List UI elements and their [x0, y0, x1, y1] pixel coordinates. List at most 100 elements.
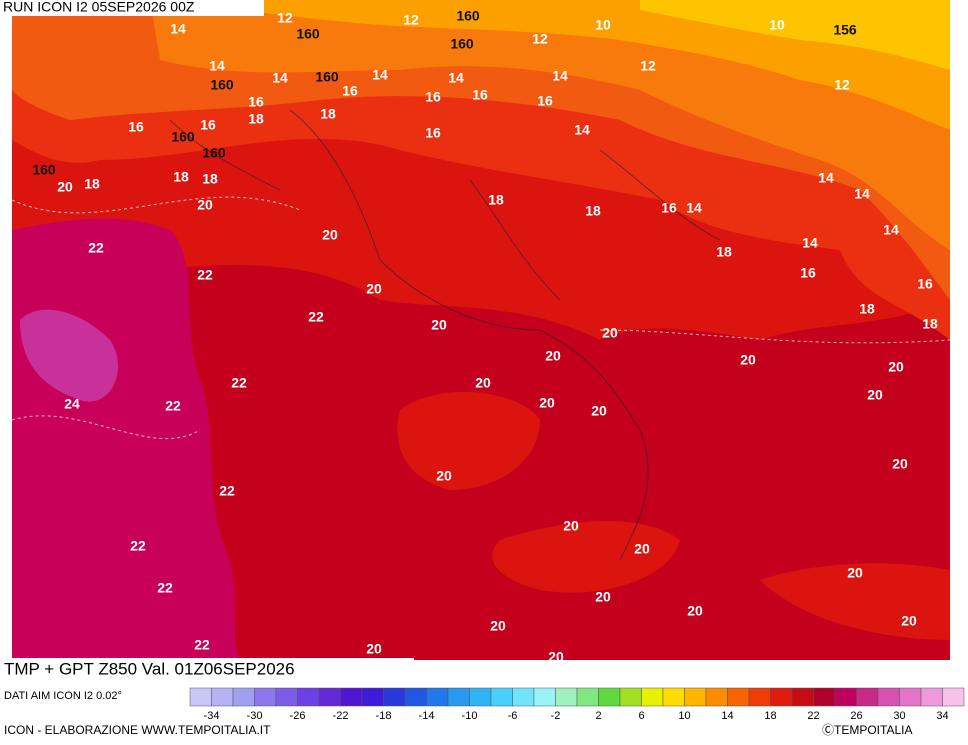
map-label: 16 [661, 200, 677, 216]
map-label: 22 [194, 637, 210, 653]
colorbar-tick-label: 6 [638, 710, 644, 722]
colorbar-tick-label: -26 [290, 710, 306, 722]
map-label: 160 [450, 36, 474, 52]
colorbar-swatch [619, 687, 642, 707]
map-label: 20 [687, 603, 703, 619]
map-label: 22 [88, 240, 104, 256]
colorbar-swatch [275, 687, 298, 707]
colorbar-swatch [533, 687, 556, 707]
colorbar-swatch [404, 687, 427, 707]
copyright: ⒸTEMPOITALIA [822, 723, 912, 737]
colorbar-swatch [684, 687, 707, 707]
colorbar: -34 -30 -26 -22 -18 -14 -10 -6 -2 2 6 10 14 18 22 26 30 3… [189, 687, 965, 722]
zone [397, 391, 950, 640]
colorbar-swatch [254, 687, 277, 707]
map-label: 22 [219, 483, 235, 499]
map-label: 20 [602, 325, 618, 341]
colorbar-swatch [361, 687, 384, 707]
map-label: 160 [315, 69, 339, 85]
map-label: 160 [171, 129, 195, 145]
colorbar-tick-label: 34 [936, 710, 948, 722]
map-label: 20 [892, 456, 908, 472]
colorbar-swatch [383, 687, 406, 707]
colorbar-swatch [727, 687, 750, 707]
colorbar-swatch [211, 687, 234, 707]
map-label: 20 [366, 641, 382, 657]
map-label: 16 [425, 89, 441, 105]
map-label: 14 [170, 21, 186, 37]
map-label: 20 [901, 613, 917, 629]
colorbar-swatch [856, 687, 879, 707]
map-label: 18 [84, 176, 100, 192]
colorbar-swatch [641, 687, 664, 707]
map-label: 16 [917, 276, 933, 292]
colorbar-swatch [598, 687, 621, 707]
map-label: 18 [248, 111, 264, 127]
map-label: 22 [130, 538, 146, 554]
map-label: 20 [563, 518, 579, 534]
colorbar-swatch [942, 687, 965, 707]
colorbar-swatch [447, 687, 470, 707]
map-label: 14 [802, 235, 818, 251]
colorbar-swatch [512, 687, 535, 707]
colorbar-swatch [834, 687, 857, 707]
map-label: 18 [202, 171, 218, 187]
map-label: 22 [157, 580, 173, 596]
run-label: RUN ICON I2 05SEP2026 00Z [3, 0, 195, 15]
map-label: 16 [800, 265, 816, 281]
colorbar-tick-label: -2 [551, 710, 561, 722]
colorbar-tick-label: -10 [462, 710, 478, 722]
map-label: 160 [456, 8, 480, 24]
map-label: 14 [883, 222, 899, 238]
isotherm [11, 196, 951, 440]
map-label: 20 [888, 359, 904, 375]
map-label: 16 [200, 117, 216, 133]
map-label: 14 [448, 70, 464, 86]
map-label: 14 [686, 200, 702, 216]
colorbar-swatch [490, 687, 513, 707]
map-label: 12 [532, 31, 548, 47]
map-label: 20 [548, 649, 564, 665]
map-label: 160 [296, 26, 320, 42]
colorbar-swatch [232, 687, 255, 707]
map-label: 20 [475, 375, 491, 391]
map-label: 14 [854, 186, 870, 202]
map-label: 18 [859, 301, 875, 317]
colorbar-swatch [340, 687, 363, 707]
map-label: 16 [342, 83, 358, 99]
colorbar-swatch [662, 687, 685, 707]
map-label: 20 [490, 618, 506, 634]
map-label: 18 [173, 169, 189, 185]
colorbar-swatch [426, 687, 449, 707]
colorbar-swatch [748, 687, 771, 707]
map-label: 22 [165, 398, 181, 414]
map-label: 18 [320, 106, 336, 122]
colorbar-swatch [469, 687, 492, 707]
map-label: 24 [64, 396, 80, 412]
map-label: 14 [372, 67, 388, 83]
map-label: 156 [833, 22, 857, 38]
colorbar-swatch [791, 687, 814, 707]
map-label: 20 [366, 281, 382, 297]
map-label: 12 [277, 10, 293, 26]
map-label: 18 [585, 203, 601, 219]
colorbar-swatch [813, 687, 836, 707]
colorbar-tick-label: 30 [893, 710, 905, 722]
colorbar-swatch [770, 687, 793, 707]
colorbar-swatch [297, 687, 320, 707]
colorbar-swatch [576, 687, 599, 707]
colorbar-tick-label: -6 [508, 710, 518, 722]
map-label: 16 [425, 125, 441, 141]
colorbar-tick-label: 10 [678, 710, 690, 722]
map-label: 18 [922, 316, 938, 332]
colorbar-tick-label: -22 [333, 710, 349, 722]
map-label: 12 [640, 58, 656, 74]
title-box [0, 658, 414, 684]
map-label: 10 [769, 17, 785, 33]
coastline [169, 109, 721, 561]
map-label: 20 [867, 387, 883, 403]
map-label: 22 [197, 267, 213, 283]
footer-title: TMP + GPT Z850 Val. 01Z06SEP2026 [4, 659, 295, 678]
